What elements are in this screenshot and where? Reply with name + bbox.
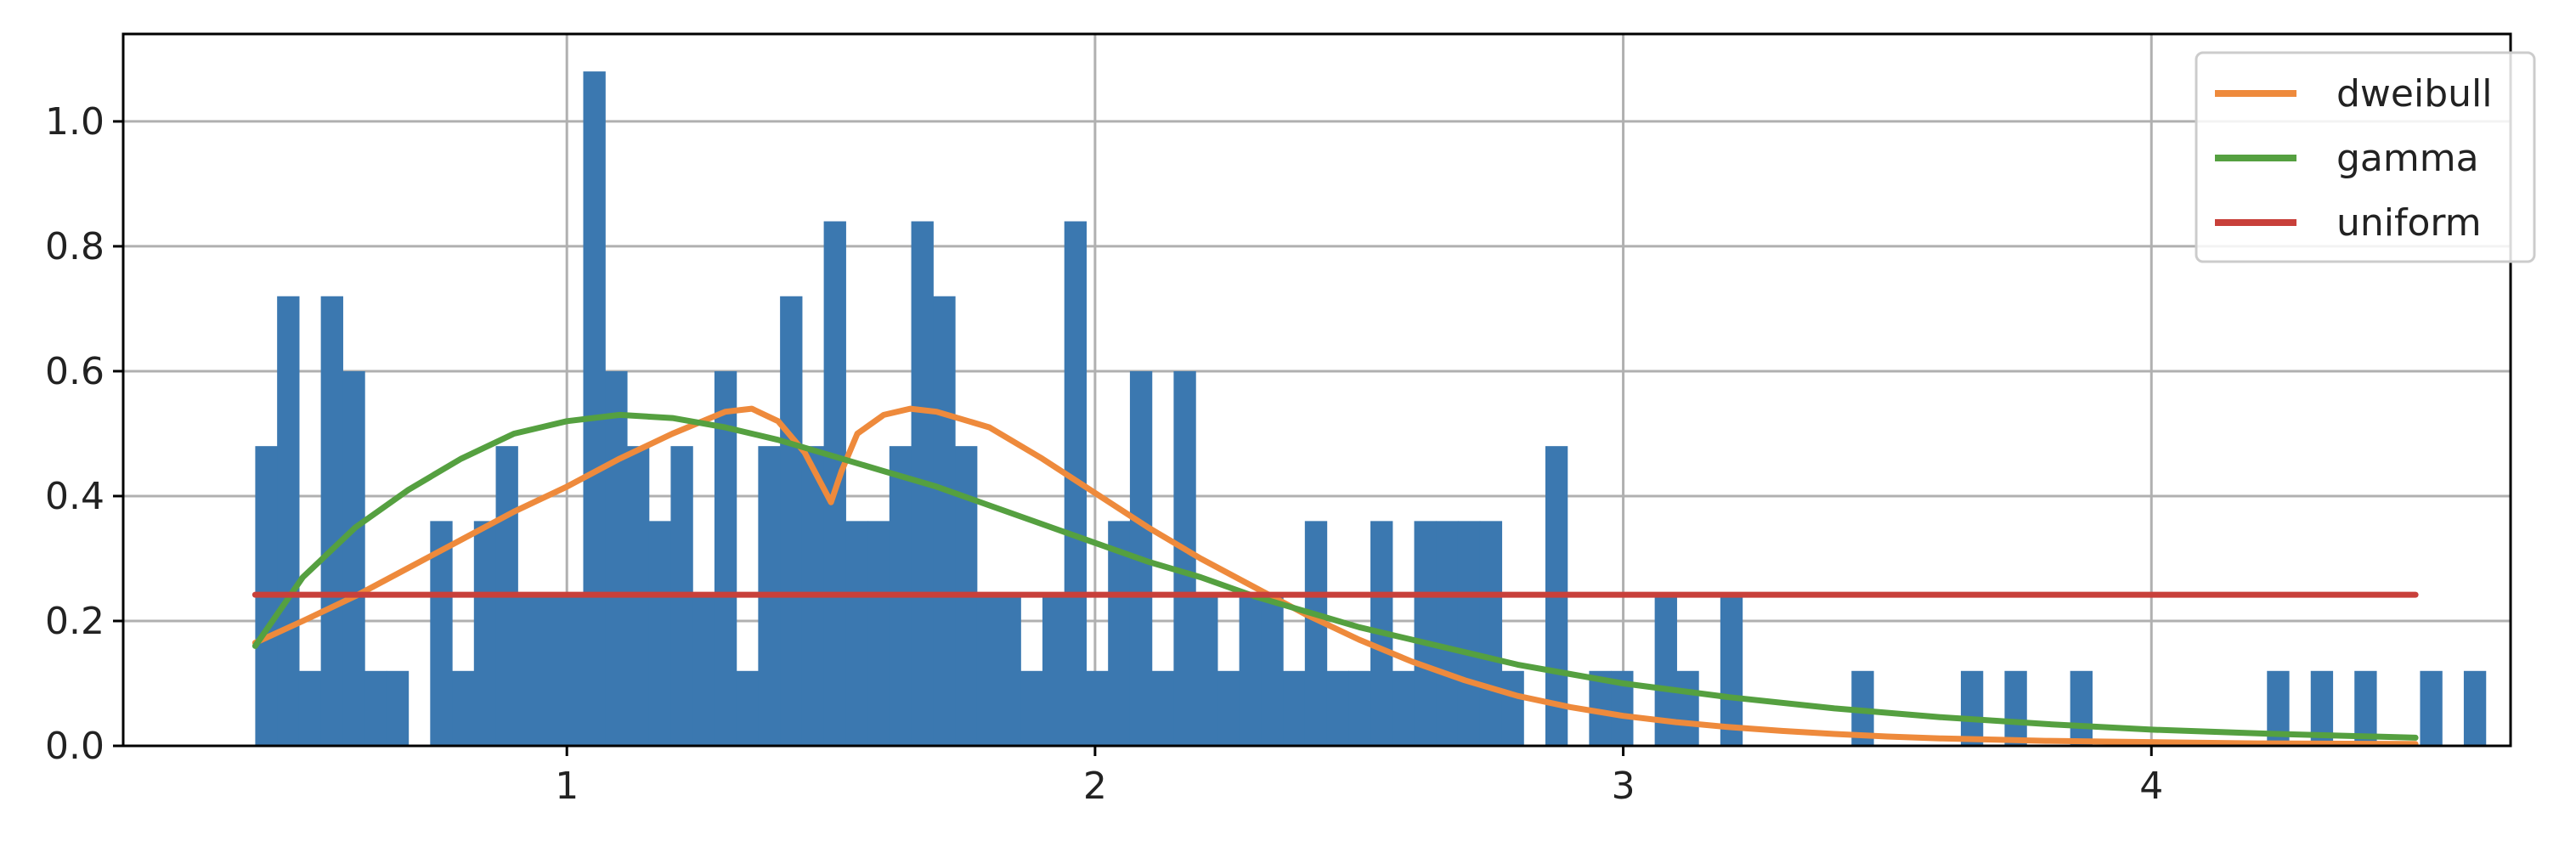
histogram-bar — [539, 595, 562, 746]
histogram-bar — [1086, 670, 1109, 746]
series-line-dweibull — [251, 405, 2419, 748]
series-line-gamma — [251, 411, 2419, 741]
histogram-bar — [1960, 670, 1984, 746]
histogram-bar — [583, 71, 606, 746]
histogram-bar — [1042, 595, 1065, 746]
histogram-bar — [298, 670, 322, 746]
histogram-bar — [1151, 670, 1174, 746]
histogram-bar — [2420, 670, 2443, 746]
axis-ticks: 1 2 3 4 0.0 0.2 0.4 0.6 0.8 1.0 — [45, 100, 2163, 808]
histogram-bar — [1261, 595, 1284, 746]
histogram-bar — [2463, 670, 2487, 746]
histogram-bar — [1676, 670, 1699, 746]
histogram-bar — [452, 670, 475, 746]
histogram-bar — [605, 370, 628, 746]
histogram-bar — [1501, 670, 1524, 746]
histogram-bar — [1173, 370, 1196, 746]
histogram-bar — [1392, 670, 1415, 746]
histogram-bar — [845, 521, 868, 746]
histogram-bar — [1326, 670, 1349, 746]
histogram-bar — [1217, 670, 1240, 746]
y-tick-label: 0.4 — [45, 475, 105, 518]
histogram-bars — [255, 71, 2487, 747]
x-tick-label: 3 — [1612, 765, 1635, 808]
y-tick-label: 0.0 — [45, 725, 105, 768]
histogram-bar — [277, 296, 300, 747]
histogram-bar — [1720, 595, 1743, 746]
histogram-bar — [933, 296, 956, 747]
legend-box — [2195, 51, 2536, 263]
histogram-bar — [342, 370, 365, 746]
histogram-bar — [714, 370, 737, 746]
legend-label-gamma: gamma — [2336, 137, 2479, 180]
histogram-bar — [386, 670, 410, 746]
histogram-bar — [320, 296, 343, 747]
histogram-bar — [780, 296, 803, 747]
x-tick-label: 2 — [1083, 765, 1107, 808]
legend: dweibull gamma uniform — [2195, 51, 2536, 263]
histogram-bar — [1436, 521, 1459, 746]
y-tick-label: 0.2 — [45, 600, 105, 643]
histogram-bar — [1020, 670, 1043, 746]
histogram-bar — [473, 521, 497, 746]
histogram-bar — [2004, 670, 2027, 746]
histogram-bar — [1304, 521, 1328, 746]
histogram-bar — [998, 595, 1021, 746]
histogram-bar — [430, 521, 453, 746]
series-lines — [251, 405, 2419, 748]
histogram-bar — [1195, 595, 1218, 746]
histogram-bar — [1283, 670, 1306, 746]
x-tick-label: 1 — [555, 765, 579, 808]
legend-label-uniform: uniform — [2336, 201, 2482, 245]
histogram-bar — [648, 521, 672, 746]
histogram-bar — [1108, 521, 1131, 746]
histogram-bar — [867, 521, 890, 746]
legend-label-dweibull: dweibull — [2336, 72, 2492, 116]
y-tick-label: 0.6 — [45, 350, 105, 393]
histogram-bar — [1414, 521, 1437, 746]
x-tick-label: 4 — [2139, 765, 2163, 808]
histogram-bar — [517, 595, 540, 746]
y-tick-label: 0.8 — [45, 225, 105, 268]
histogram-bar — [1479, 521, 1503, 746]
histogram-bar — [2070, 670, 2093, 746]
histogram-bar — [364, 670, 387, 746]
histogram-bar — [692, 595, 715, 746]
histogram-bar — [1239, 595, 1262, 746]
histogram-bar — [976, 595, 1000, 746]
histogram-bar — [561, 595, 585, 746]
histogram-bar — [736, 670, 759, 746]
y-tick-label: 1.0 — [45, 100, 105, 144]
histogram-bar — [1348, 670, 1371, 746]
plot-frame — [121, 32, 2512, 748]
histogram-bar — [1457, 521, 1481, 746]
